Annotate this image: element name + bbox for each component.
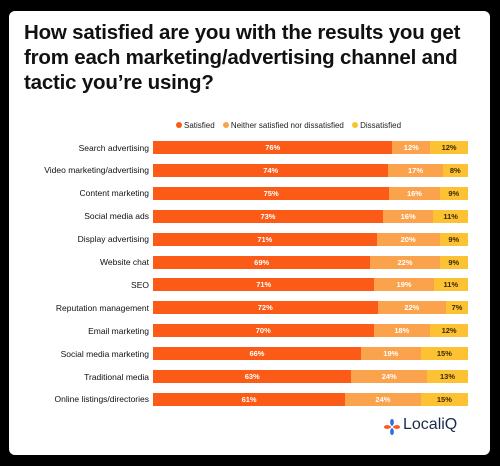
data-label: 24% bbox=[375, 394, 391, 404]
chart-legend: Satisfied Neither satisfied nor dissatis… bbox=[176, 121, 407, 130]
legend-item-dissatisfied: Dissatisfied bbox=[352, 121, 401, 130]
bar-segment bbox=[351, 370, 428, 383]
bar-segment bbox=[153, 186, 390, 200]
bar-segment bbox=[153, 324, 374, 338]
bar-segment bbox=[345, 392, 422, 406]
bar-segment bbox=[153, 232, 377, 246]
legend-label-neither: Neither satisfied nor dissatisfied bbox=[230, 121, 344, 130]
data-label: 75% bbox=[263, 188, 279, 198]
legend-label-dissatisfied: Dissatisfied bbox=[360, 121, 402, 130]
data-label: 69% bbox=[254, 257, 270, 267]
data-label: 18% bbox=[394, 326, 410, 336]
bar-segment bbox=[439, 232, 469, 246]
category-label: Online listings/directories bbox=[54, 394, 149, 405]
bar-segment bbox=[388, 163, 443, 177]
data-label: 22% bbox=[404, 303, 420, 313]
legend-swatch-neither bbox=[222, 122, 229, 128]
category-label: Email marketing bbox=[88, 325, 149, 336]
legend-label-satisfied: Satisfied bbox=[184, 121, 215, 130]
brand-name: LocaliQ bbox=[403, 416, 458, 433]
legend-item-satisfied: Satisfied bbox=[176, 121, 215, 130]
data-label: 73% bbox=[260, 211, 276, 221]
bar-segment bbox=[389, 186, 440, 200]
category-label: Display advertising bbox=[77, 234, 149, 245]
bar-segment bbox=[433, 278, 469, 292]
legend-swatch-satisfied bbox=[176, 122, 182, 128]
bar-segment bbox=[153, 347, 362, 361]
chart-title: How satisfied are you with the results y… bbox=[24, 21, 461, 94]
bar-segment bbox=[392, 141, 431, 154]
bar-segment bbox=[427, 370, 469, 383]
data-label: 76% bbox=[265, 143, 281, 152]
category-label: Reputation management bbox=[55, 302, 149, 313]
data-label: 12% bbox=[441, 326, 457, 336]
bar-segment bbox=[430, 141, 469, 154]
data-label: 9% bbox=[448, 257, 460, 267]
bar-segment bbox=[153, 392, 346, 406]
data-label: 20% bbox=[400, 234, 416, 244]
data-label: 12% bbox=[403, 143, 419, 152]
bar-segment bbox=[370, 255, 440, 269]
data-label: 19% bbox=[383, 349, 399, 359]
data-label: 24% bbox=[381, 372, 397, 381]
legend-item-neither: Neither satisfied nor dissatisfied bbox=[222, 121, 344, 130]
bar-segment bbox=[153, 255, 371, 269]
bar-segment bbox=[153, 301, 378, 315]
bar-segment bbox=[153, 278, 375, 292]
data-label: 11% bbox=[443, 211, 458, 221]
localiq-flower-icon bbox=[384, 419, 400, 435]
data-label: 74% bbox=[263, 165, 279, 175]
bar-segment bbox=[153, 209, 384, 223]
bar-segment bbox=[420, 347, 469, 361]
data-label: 72% bbox=[257, 303, 273, 313]
bar-segment bbox=[360, 347, 422, 361]
data-label: 7% bbox=[451, 303, 463, 313]
data-label: 16% bbox=[400, 211, 416, 221]
bar-segment bbox=[373, 324, 431, 338]
bar-segment bbox=[433, 209, 469, 223]
bar-segment bbox=[153, 370, 352, 383]
legend-swatch-dissatisfied bbox=[352, 122, 359, 128]
bar-segment bbox=[153, 163, 389, 177]
category-label: Content marketing bbox=[79, 188, 149, 199]
category-label: Social media marketing bbox=[60, 348, 149, 359]
bar-segment bbox=[442, 163, 469, 177]
category-label: Traditional media bbox=[84, 371, 149, 382]
data-label: 15% bbox=[436, 349, 452, 359]
bar-segment bbox=[430, 324, 469, 338]
brand-logo: LocaliQ bbox=[383, 415, 473, 437]
data-label: 15% bbox=[436, 394, 452, 404]
data-label: 63% bbox=[244, 372, 260, 381]
data-label: 9% bbox=[448, 234, 460, 244]
data-label: 17% bbox=[407, 165, 423, 175]
category-label: Social media ads bbox=[84, 211, 149, 222]
category-label: Website chat bbox=[100, 257, 149, 267]
data-label: 13% bbox=[440, 372, 456, 381]
category-label: Video marketing/advertising bbox=[44, 165, 149, 176]
data-label: 16% bbox=[406, 188, 422, 198]
bar-segment bbox=[439, 186, 469, 200]
data-label: 22% bbox=[397, 257, 413, 267]
bar-segment bbox=[153, 141, 393, 154]
data-label: 66% bbox=[249, 349, 265, 359]
bar-segment bbox=[376, 232, 440, 246]
data-label: 71% bbox=[256, 280, 272, 290]
bar-segment bbox=[446, 301, 469, 315]
data-label: 70% bbox=[255, 326, 271, 336]
bar-segment bbox=[420, 392, 469, 406]
bar-segment bbox=[439, 255, 469, 269]
bar-segment bbox=[382, 209, 434, 223]
data-label: 19% bbox=[396, 280, 412, 290]
data-label: 71% bbox=[257, 234, 273, 244]
data-label: 61% bbox=[241, 394, 257, 404]
bar-segment bbox=[377, 301, 447, 315]
category-label: SEO bbox=[131, 279, 149, 290]
category-label: Search advertising bbox=[78, 142, 149, 153]
data-label: 11% bbox=[443, 280, 459, 290]
data-label: 8% bbox=[449, 165, 461, 175]
data-label: 12% bbox=[441, 143, 457, 152]
data-label: 9% bbox=[448, 188, 460, 198]
bar-segment bbox=[374, 278, 434, 292]
